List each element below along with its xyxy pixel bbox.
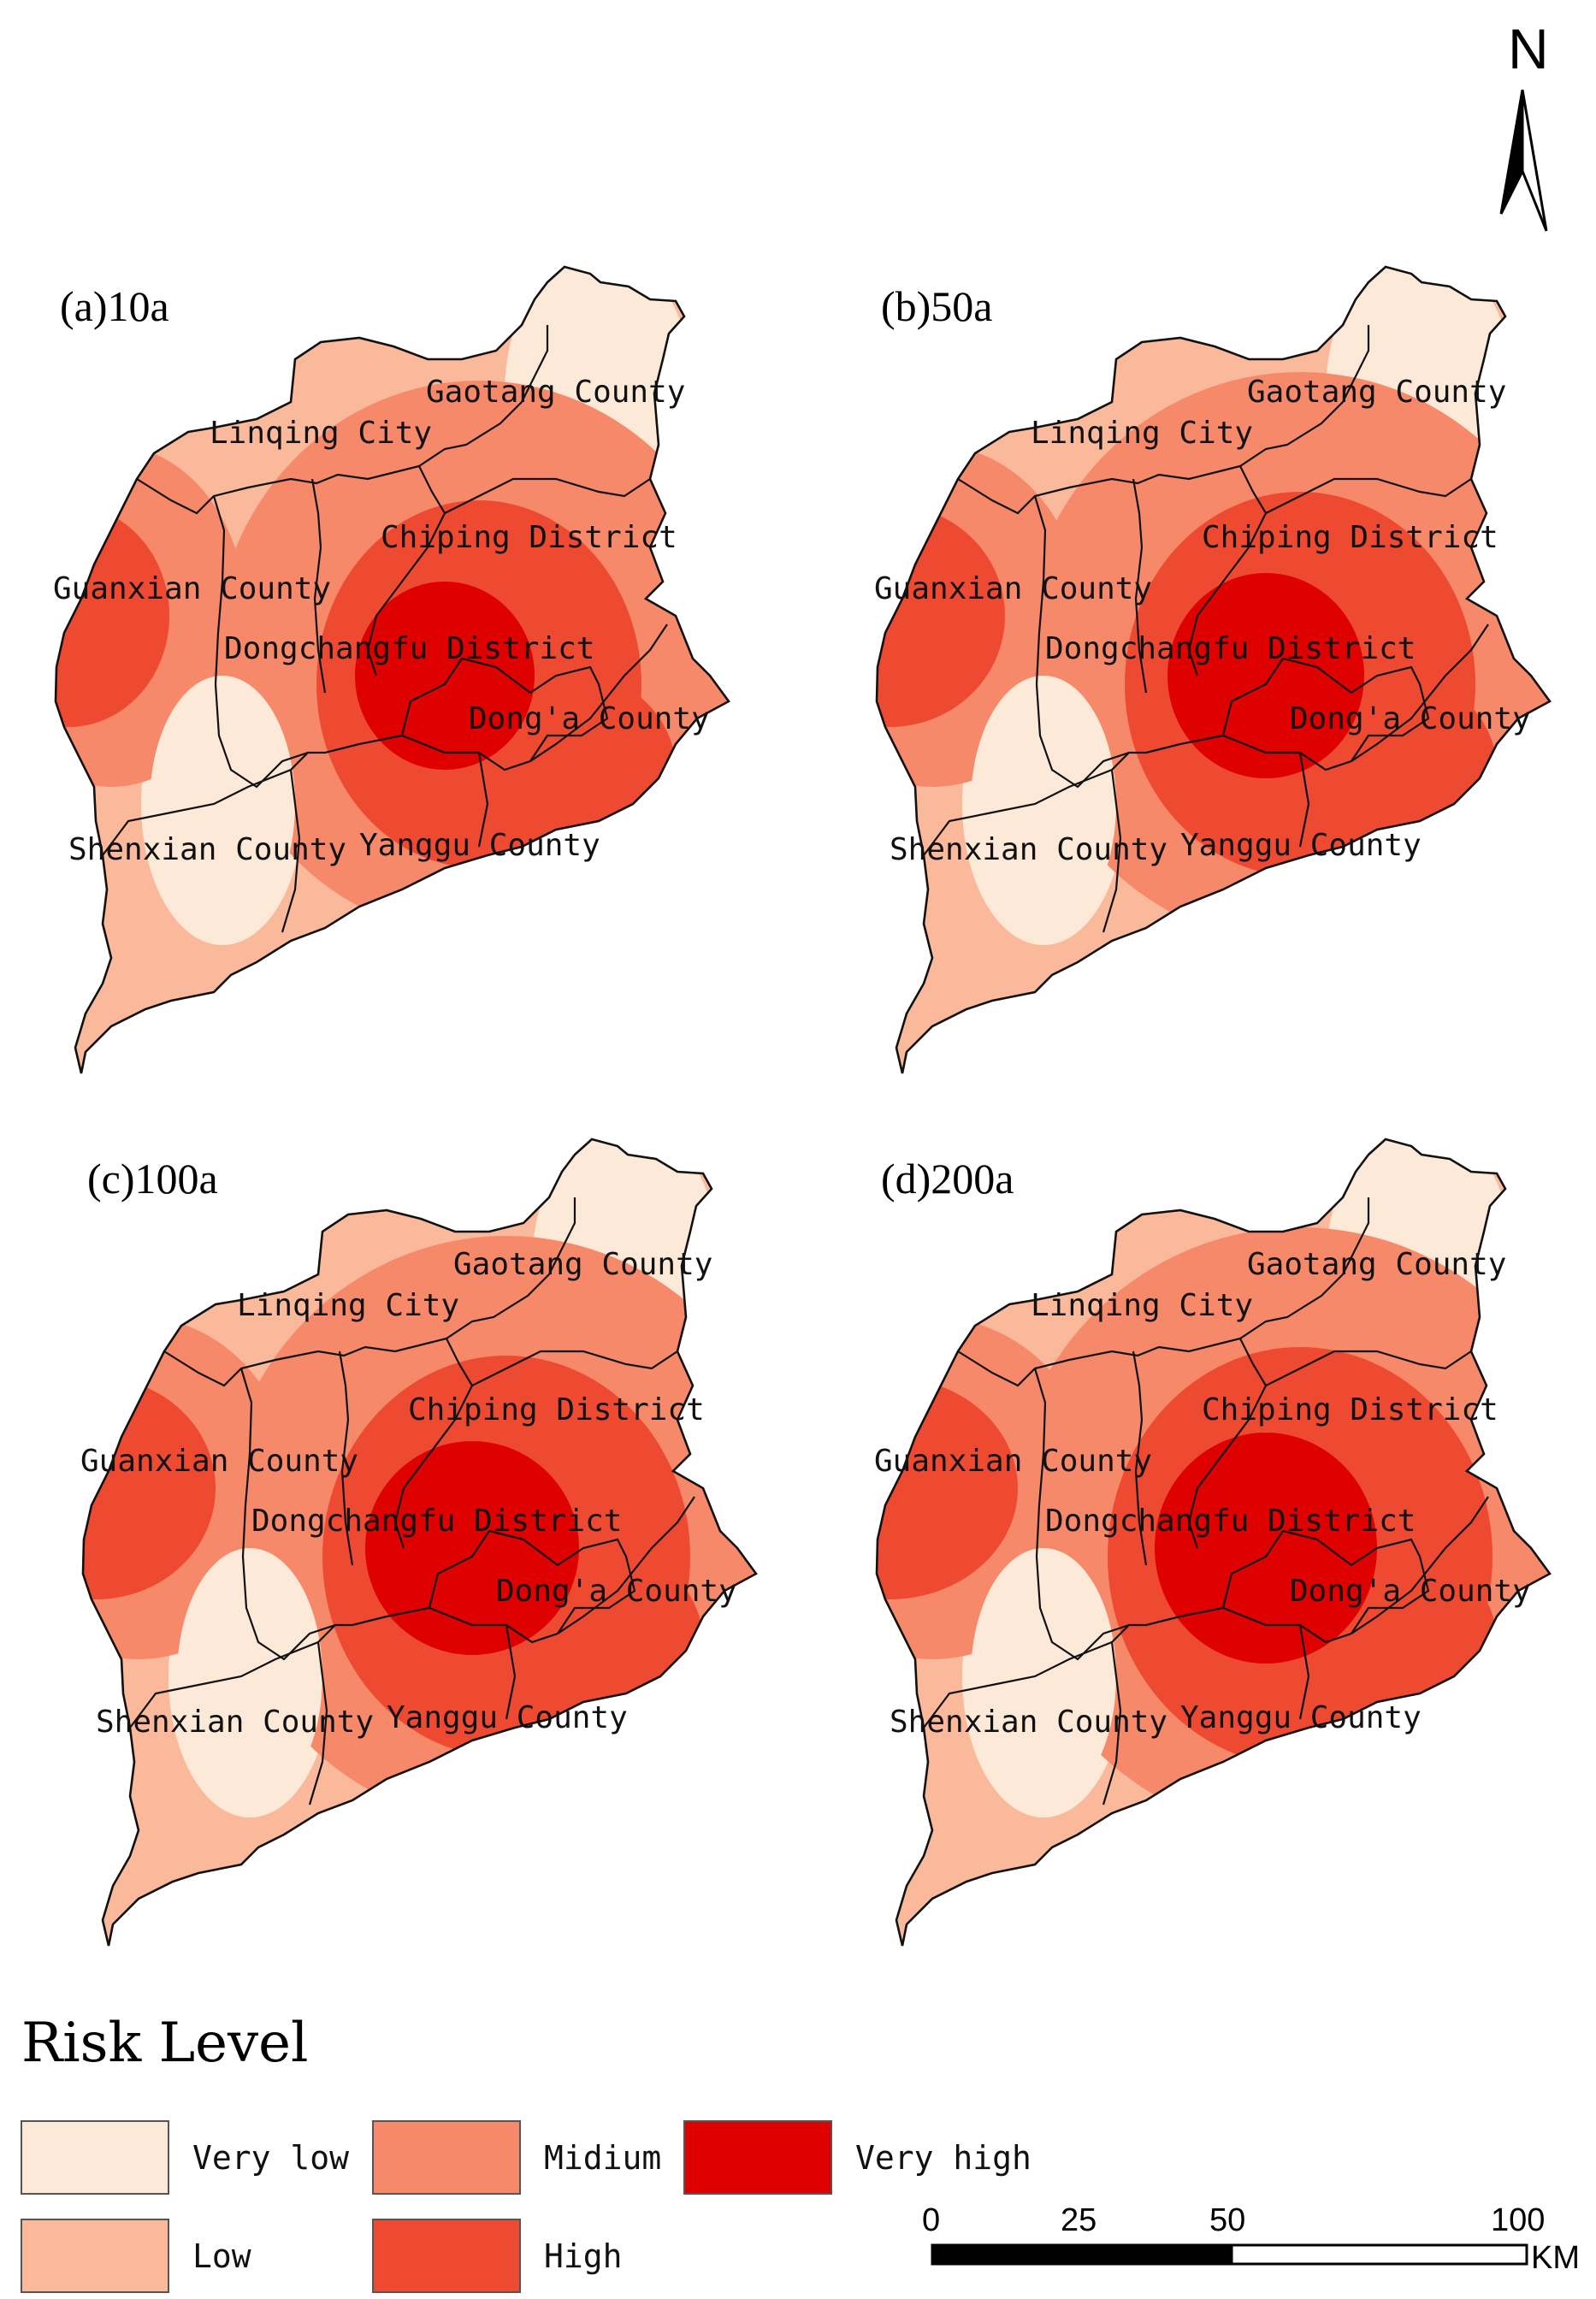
zone-very-low-southwest-core <box>971 1548 1116 1805</box>
legend-item: High <box>372 2219 623 2293</box>
county-label: Gaotang County <box>426 375 685 410</box>
scale-tick-50: 50 <box>1209 2202 1245 2238</box>
legend-title: Risk Level <box>21 2012 309 2075</box>
county-label: Linqing City <box>1031 1288 1253 1323</box>
legend-item: Low <box>21 2219 251 2293</box>
legend-swatch <box>372 2219 521 2293</box>
county-label: Shenxian County <box>890 832 1167 867</box>
county-label: Dong'a County <box>469 701 710 736</box>
map-panel-a: (a)10a Gaotang County Linqing City Chiping … <box>53 265 730 1075</box>
scale-bar-white-segment <box>1230 2243 1528 2266</box>
county-label: Dongchangfu District <box>1045 1504 1416 1539</box>
county-label: Shenxian County <box>68 832 346 867</box>
legend-swatch <box>372 2120 521 2195</box>
zone-high-west <box>877 505 1005 727</box>
county-label: Dongchangfu District <box>251 1504 622 1539</box>
risk-surface <box>56 267 729 1073</box>
legend-label: Very low <box>192 2139 349 2177</box>
county-label: Yanggu County <box>387 1700 628 1735</box>
county-label: Linqing City <box>210 416 432 451</box>
county-label: Guanxian County <box>80 1444 358 1479</box>
panel-title-a: (a)10a <box>60 282 169 330</box>
scale-tick-0: 0 <box>922 2202 940 2238</box>
north-arrow: N <box>1499 17 1549 232</box>
legend-item: Midium <box>372 2120 661 2195</box>
zone-very-low-southwest-core <box>971 676 1116 932</box>
scale-bar-black-segment <box>932 2245 1232 2264</box>
county-label: Guanxian County <box>874 1444 1152 1479</box>
zone-high-west <box>877 1377 1018 1599</box>
county-label: Yanggu County <box>1180 1700 1422 1735</box>
county-label: Shenxian County <box>96 1705 374 1740</box>
county-label: Linqing City <box>1031 416 1253 451</box>
county-label: Chiping District <box>1202 520 1498 555</box>
risk-surface <box>877 1139 1550 1946</box>
legend-swatch <box>21 2120 169 2195</box>
county-label: Guanxian County <box>53 571 331 606</box>
county-label: Shenxian County <box>890 1705 1167 1740</box>
county-label: Gaotang County <box>453 1247 712 1282</box>
legend-label: Midium <box>544 2139 661 2177</box>
county-label: Gaotang County <box>1247 375 1506 410</box>
legend-item: Very low <box>21 2120 349 2195</box>
county-label: Dongchangfu District <box>224 631 594 666</box>
legend: Risk Level Very low Low Midium High Very hig… <box>21 2012 1031 2293</box>
county-label: Linqing City <box>237 1288 459 1323</box>
scale-unit: KM <box>1531 2240 1580 2276</box>
legend-item: Very high <box>683 2120 1031 2195</box>
county-label: Gaotang County <box>1247 1247 1506 1282</box>
zone-very-low-southwest-core <box>150 676 295 932</box>
zone-very-high-core <box>355 582 535 770</box>
legend-swatch <box>21 2219 169 2293</box>
panel-title-d: (d)200a <box>881 1155 1014 1203</box>
county-label: Dongchangfu District <box>1045 631 1416 666</box>
legend-swatch <box>683 2120 832 2195</box>
county-label: Chiping District <box>381 520 677 555</box>
county-label: Yanggu County <box>359 828 600 863</box>
legend-label: High <box>544 2237 623 2275</box>
zone-very-low-southwest-core <box>177 1548 322 1805</box>
north-arrow-label: N <box>1508 17 1549 80</box>
zone-very-high-core <box>1167 573 1364 778</box>
panel-title-b: (b)50a <box>881 282 993 330</box>
map-panel-d: (d)200a Gaotang County Linqing City Chiping… <box>874 1138 1552 1947</box>
scale-tick-100: 100 <box>1491 2202 1545 2238</box>
county-label: Dong'a County <box>496 1574 737 1609</box>
map-panel-b: (b)50a Gaotang County Linqing City Chiping … <box>874 265 1552 1075</box>
legend-label: Low <box>192 2237 251 2275</box>
legend-label: Very high <box>855 2139 1031 2177</box>
zone-very-high-core <box>365 1441 579 1655</box>
panel-title-c: (c)100a <box>87 1155 218 1203</box>
county-label: Dong'a County <box>1290 1574 1531 1609</box>
county-label: Dong'a County <box>1290 701 1531 736</box>
county-label: Chiping District <box>1202 1392 1498 1427</box>
scale-tick-25: 25 <box>1061 2202 1097 2238</box>
county-label: Chiping District <box>408 1392 705 1427</box>
county-label: Guanxian County <box>874 571 1152 606</box>
scale-bar: 0 25 50 100 KM <box>922 2202 1580 2276</box>
county-label: Yanggu County <box>1180 828 1422 863</box>
zone-very-high-core <box>1155 1433 1377 1664</box>
map-panel-c: (c)100a Gaotang County Linqing City Chiping… <box>80 1138 758 1947</box>
